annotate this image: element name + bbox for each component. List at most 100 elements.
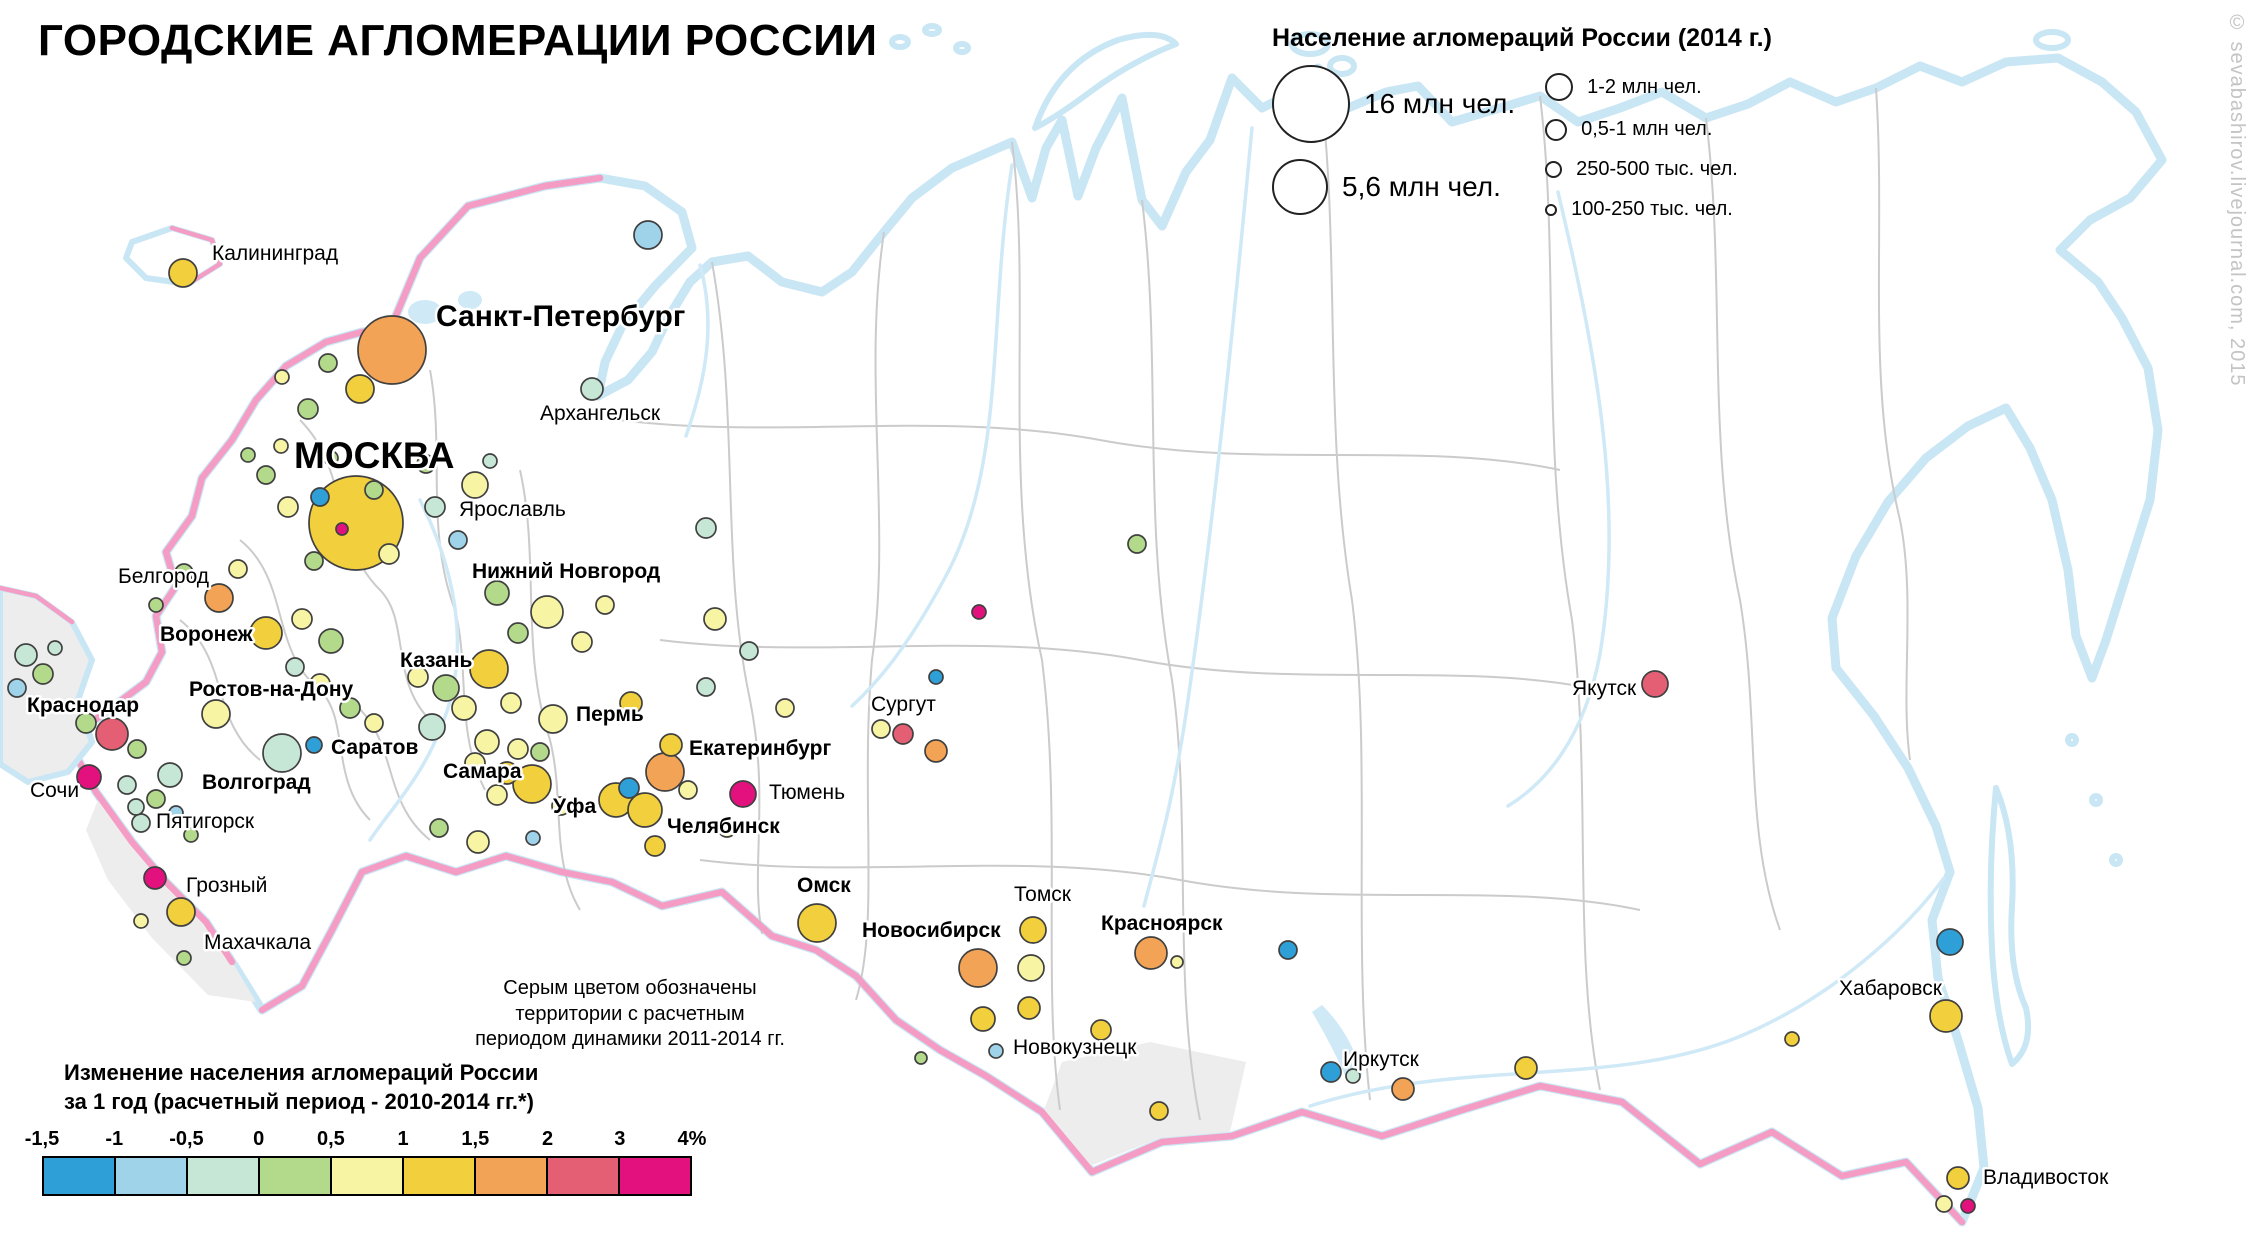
agglomeration-marker	[14, 643, 38, 667]
city-marker	[308, 475, 404, 571]
change-legend-title-line1: Изменение населения агломераций России	[64, 1060, 539, 1085]
city-marker	[538, 704, 568, 734]
agglomeration-marker	[1936, 928, 1964, 956]
agglomeration-marker	[595, 595, 615, 615]
agglomeration-marker	[285, 657, 305, 677]
agglomeration-marker	[1345, 1068, 1361, 1084]
gray-territory-note: Серым цветом обозначены территории с рас…	[475, 977, 785, 1051]
agglomeration-marker	[1170, 955, 1184, 969]
change-scale-cell	[44, 1158, 116, 1195]
city-marker	[249, 616, 283, 650]
change-scale-cell	[404, 1158, 476, 1195]
city-marker	[201, 699, 231, 729]
city-marker	[627, 792, 663, 828]
agglomeration-marker	[291, 608, 313, 630]
agglomeration-marker	[146, 789, 166, 809]
agglomeration-marker	[127, 739, 147, 759]
agglomeration-marker	[484, 580, 510, 606]
change-scale-tick: 3	[614, 1128, 626, 1151]
change-scale-tick: 2	[541, 1128, 554, 1151]
size-legend-item: 16 млн чел.	[1272, 65, 1515, 143]
kuril-island	[2109, 853, 2123, 867]
change-scale-tick: 4%	[677, 1128, 707, 1151]
size-label: 100-250 тыс. чел.	[1571, 198, 1733, 220]
agglomeration-marker	[571, 631, 593, 653]
agglomeration-marker	[678, 780, 698, 800]
agglomeration-marker	[318, 628, 344, 654]
city-label: Красноярск	[1101, 912, 1223, 935]
size-legend-small-items: 1-2 млн чел. 0,5-1 млн чел. 250-500 тыс. ч…	[1545, 65, 1738, 221]
change-scale-cell	[548, 1158, 620, 1195]
agglomeration-marker	[871, 719, 891, 739]
city-marker	[1134, 936, 1168, 970]
agglomeration-marker	[228, 559, 248, 579]
severnaya-zemlya-island	[1289, 31, 1331, 57]
city-label: Томск	[1014, 883, 1072, 906]
city-label: Новосибирск	[862, 919, 1001, 942]
change-scale-cell	[116, 1158, 188, 1195]
size-circle	[1272, 159, 1328, 215]
agglomeration-marker	[309, 673, 331, 695]
agglomeration-marker	[644, 835, 666, 857]
agglomeration-marker	[274, 369, 290, 385]
agglomeration-marker	[407, 666, 429, 688]
agglomeration-marker	[1514, 1056, 1538, 1080]
agglomeration-markers	[7, 220, 1976, 1214]
change-scale-ticks: -1,5 -1 -0,5 0 0,5 1 1,5 2 3 4%	[25, 1128, 707, 1156]
city-label: Краснодар	[27, 694, 139, 717]
size-label: 5,6 млн чел.	[1342, 171, 1501, 202]
agglomeration-marker	[7, 678, 27, 698]
size-legend-item: 100-250 тыс. чел.	[1545, 198, 1738, 221]
agglomeration-marker	[928, 669, 944, 685]
city-marker	[95, 717, 129, 751]
city-label: Самара	[443, 760, 522, 783]
city-marker	[1019, 916, 1047, 944]
change-scale-tick: 1	[397, 1128, 409, 1151]
size-legend: Население агломераций России (2014 г.) 1…	[1272, 24, 1832, 221]
agglomeration-marker	[551, 796, 571, 816]
city-label: Сургут	[871, 693, 936, 716]
size-legend-item: 1-2 млн чел.	[1545, 73, 1738, 101]
size-legend-title: Население агломераций России (2014 г.)	[1272, 24, 1772, 52]
agglomeration-marker	[618, 777, 640, 799]
wrangel-island	[2033, 29, 2071, 51]
change-legend-title-line2: за 1 год (расчетный период - 2010-2014 г…	[64, 1089, 534, 1115]
city-marker	[262, 733, 302, 773]
city-label: Ростов-на-Дону	[189, 678, 354, 701]
city-marker	[797, 903, 837, 943]
change-scale-cell	[476, 1158, 548, 1195]
size-legend-item: 0,5-1 млн чел.	[1545, 118, 1738, 141]
city-marker	[530, 595, 564, 629]
city-label: Новокузнецк	[1013, 1036, 1137, 1059]
agglomeration-marker	[32, 663, 54, 685]
city-label: Якутск	[1572, 677, 1637, 700]
lake-ladoga	[408, 300, 442, 324]
agglomeration-marker	[695, 517, 717, 539]
agglomeration-marker	[464, 752, 486, 774]
lake-baikal	[1312, 1005, 1362, 1082]
size-legend-big-items: 16 млн чел. 5,6 млн чел.	[1272, 65, 1515, 215]
agglomeration-marker	[448, 530, 468, 550]
city-marker	[958, 948, 998, 988]
size-label: 16 млн чел.	[1364, 88, 1516, 119]
arctic-island	[922, 23, 942, 37]
agglomeration-marker	[131, 813, 151, 833]
agglomeration-marker	[717, 818, 737, 838]
severnaya-zemlya-island	[1327, 55, 1357, 77]
agglomeration-marker	[256, 465, 276, 485]
agglomeration-marker	[525, 830, 541, 846]
region-borders	[179, 67, 1911, 1121]
agglomeration-marker	[240, 447, 256, 463]
agglomeration-marker	[1127, 534, 1147, 554]
city-label: Калининград	[212, 242, 338, 265]
agglomeration-marker	[304, 551, 324, 571]
change-scale-tick: 0	[253, 1128, 265, 1151]
agglomeration-marker	[429, 818, 449, 838]
river-pechora	[684, 263, 710, 438]
city-labels: МОСКВА Санкт-Петербург Калининград Архангел…	[25, 240, 2112, 1192]
agglomeration-marker	[451, 695, 477, 721]
agglomeration-marker	[970, 1006, 996, 1032]
river-amur	[1308, 876, 1946, 1108]
agglomeration-marker	[176, 950, 192, 966]
river-yenisei	[1142, 126, 1254, 908]
